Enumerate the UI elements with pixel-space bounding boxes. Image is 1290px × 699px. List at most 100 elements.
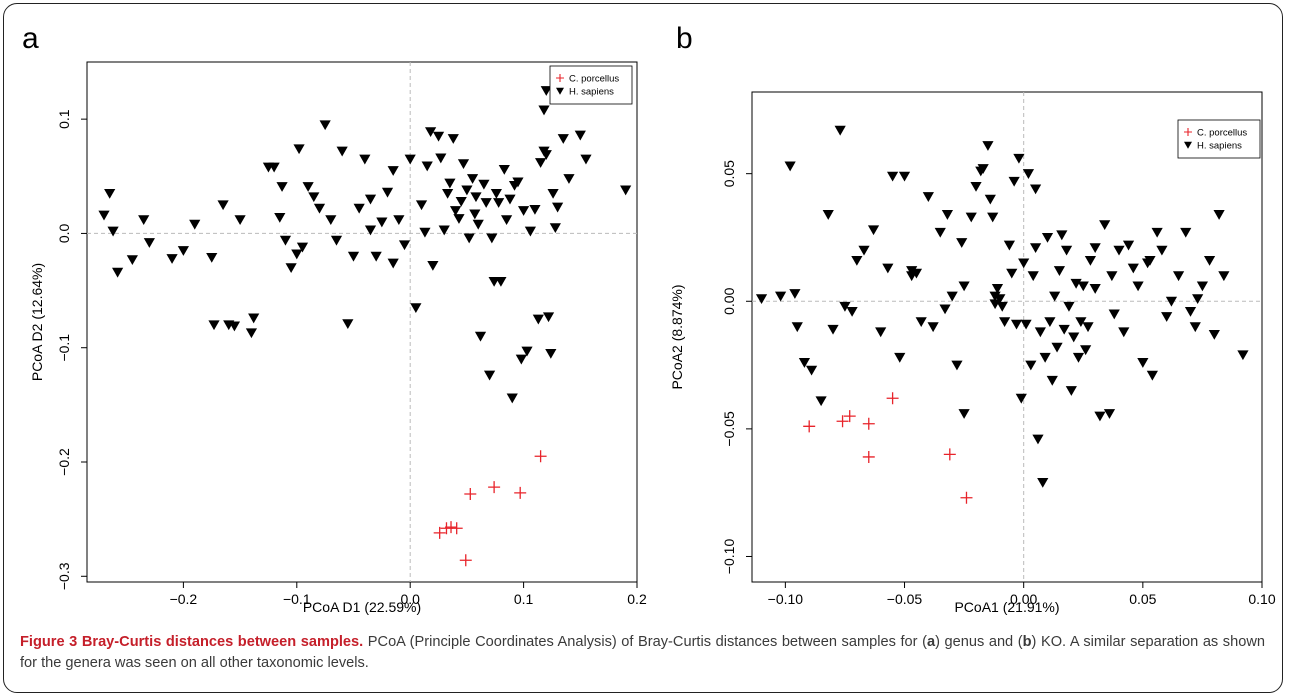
legend-marker-triangle: [1184, 141, 1192, 149]
data-point-h-sapiens: [107, 226, 119, 237]
data-point-h-sapiens: [498, 164, 510, 175]
data-point-h-sapiens: [827, 324, 839, 335]
data-point-h-sapiens: [517, 206, 530, 216]
data-point-h-sapiens: [994, 294, 1006, 305]
series-h-sapiens: [755, 125, 1249, 488]
data-point-h-sapiens: [755, 294, 768, 305]
data-point-h-sapiens: [532, 314, 544, 325]
data-point-h-sapiens: [547, 188, 559, 199]
data-point-h-sapiens: [1049, 291, 1061, 302]
data-point-h-sapiens: [774, 291, 787, 302]
legend-label: H. sapiens: [569, 86, 614, 97]
data-point-h-sapiens: [1203, 255, 1216, 266]
data-point-h-sapiens: [455, 196, 467, 207]
data-point-h-sapiens: [970, 181, 982, 192]
caption-panel-ref: a: [926, 634, 936, 650]
data-point-h-sapiens: [1165, 296, 1178, 307]
data-point-h-sapiens: [898, 171, 911, 182]
data-point-h-sapiens: [398, 240, 411, 251]
data-point-h-sapiens: [495, 276, 507, 287]
data-point-c-porcellus: [862, 450, 875, 463]
data-point-h-sapiens: [474, 331, 487, 342]
data-point-h-sapiens: [206, 252, 218, 263]
data-point-h-sapiens: [1156, 245, 1168, 256]
data-point-h-sapiens: [490, 188, 502, 199]
legend-marker-triangle: [556, 87, 564, 95]
data-point-h-sapiens: [234, 215, 246, 226]
data-point-h-sapiens: [1051, 342, 1063, 353]
legend-label: C. porcellus: [1197, 127, 1247, 138]
data-point-h-sapiens: [1034, 327, 1046, 338]
data-point-h-sapiens: [958, 409, 970, 419]
data-point-h-sapiens: [466, 174, 479, 184]
data-point-h-sapiens: [453, 214, 465, 224]
data-point-h-sapiens: [425, 127, 437, 138]
data-point-h-sapiens: [1192, 294, 1204, 305]
data-point-h-sapiens: [421, 161, 433, 172]
data-point-h-sapiens: [1094, 411, 1106, 422]
plot-area-border: [751, 91, 1263, 583]
data-point-c-porcellus: [862, 417, 875, 430]
data-point-h-sapiens: [894, 352, 906, 363]
data-point-h-sapiens: [951, 360, 963, 371]
data-point-h-sapiens: [387, 166, 399, 176]
data-point-h-sapiens: [461, 185, 473, 196]
data-point-h-sapiens: [1132, 281, 1144, 292]
series-c-porcellus: [433, 450, 547, 567]
data-point-h-sapiens: [1008, 176, 1020, 187]
panel-a: a −0.2 −0.1 0.0 0.1 0.2 −0.3 −0.2 −0.1 0.0 0.1 PCoA…: [22, 22, 647, 615]
data-point-h-sapiens: [1029, 184, 1042, 195]
data-point-h-sapiens: [867, 225, 880, 236]
data-point-c-porcellus: [433, 526, 446, 539]
data-point-h-sapiens: [1208, 329, 1220, 340]
data-point-h-sapiens: [217, 200, 229, 211]
data-point-h-sapiens: [1022, 169, 1035, 179]
data-point-h-sapiens: [858, 245, 870, 256]
caption-title: Figure 3 Bray-Curtis distances between s…: [20, 634, 364, 650]
data-point-h-sapiens: [276, 182, 288, 192]
data-point-h-sapiens: [376, 217, 388, 228]
data-point-h-sapiens: [469, 209, 481, 220]
data-point-h-sapiens: [506, 393, 518, 404]
data-point-h-sapiens: [291, 249, 303, 260]
data-point-h-sapiens: [1072, 352, 1085, 363]
data-point-h-sapiens: [1144, 255, 1156, 266]
data-point-h-sapiens: [1099, 220, 1111, 231]
data-point-h-sapiens: [444, 178, 456, 189]
data-point-h-sapiens: [946, 291, 958, 302]
caption-panel-ref: b: [1022, 634, 1032, 650]
data-point-h-sapiens: [529, 204, 541, 215]
data-point-h-sapiens: [325, 215, 337, 226]
y-axis-title: PCoA2 (8.874%): [669, 284, 685, 389]
data-point-h-sapiens: [1020, 319, 1032, 330]
data-point-h-sapiens: [177, 246, 189, 256]
data-point-h-sapiens: [982, 141, 994, 151]
data-point-h-sapiens: [915, 317, 927, 328]
data-point-h-sapiens: [515, 354, 527, 365]
data-point-h-sapiens: [542, 312, 555, 323]
data-point-h-sapiens: [1077, 281, 1089, 292]
x-tick-label: −0.1: [283, 591, 311, 607]
panel-label: b: [676, 22, 693, 55]
data-point-h-sapiens: [1015, 393, 1027, 404]
data-point-h-sapiens: [1080, 345, 1092, 356]
data-point-h-sapiens: [887, 171, 899, 182]
data-point-h-sapiens: [387, 258, 399, 269]
data-point-h-sapiens: [1075, 317, 1087, 328]
data-point-h-sapiens: [805, 365, 818, 376]
data-point-h-sapiens: [965, 212, 977, 223]
data-point-h-sapiens: [126, 255, 138, 266]
data-point-h-sapiens: [1058, 324, 1070, 335]
y-tick-label: 0.00: [721, 287, 737, 314]
data-point-h-sapiens: [1237, 350, 1249, 361]
legend-marker-plus: [556, 74, 564, 82]
data-point-h-sapiens: [478, 179, 490, 190]
data-point-h-sapiens: [996, 301, 1008, 312]
data-point-h-sapiens: [789, 289, 801, 299]
data-point-h-sapiens: [956, 238, 968, 248]
data-point-h-sapiens: [353, 203, 365, 214]
data-point-h-sapiens: [574, 130, 586, 141]
data-point-c-porcellus: [464, 488, 477, 500]
data-point-h-sapiens: [563, 174, 575, 184]
data-point-h-sapiens: [834, 125, 846, 136]
